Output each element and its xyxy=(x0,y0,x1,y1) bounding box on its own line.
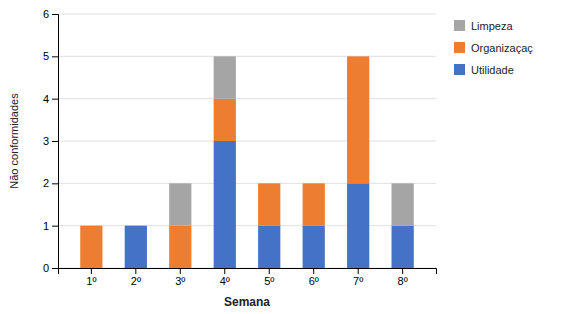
y-tick: 0 xyxy=(43,262,58,274)
bar-segment xyxy=(125,225,147,226)
series xyxy=(169,56,414,225)
x-tick-mark xyxy=(91,268,92,274)
chart: 1º 2º 3º 4º 5º 6º 7º 8º 0 1 2 3 4 5 6 Semana Não conform… xyxy=(0,0,561,314)
y-tick-label: 2 xyxy=(43,177,49,189)
x-tick-label: 8º xyxy=(398,275,408,287)
legend-swatch xyxy=(454,64,465,75)
x-tick-label: 4º xyxy=(220,275,230,287)
x-tick-mark xyxy=(224,268,225,274)
x-tick-mark xyxy=(180,268,181,274)
x-tick-label: 6º xyxy=(309,275,319,287)
x-tick-mark xyxy=(313,268,314,274)
y-tick-label: 6 xyxy=(43,8,49,20)
bar-segment xyxy=(258,183,280,225)
y-tick: 6 xyxy=(43,8,58,20)
y-tick-label: 5 xyxy=(43,50,49,62)
bar-segment xyxy=(303,183,325,225)
legend-item: Limpeza xyxy=(454,20,513,32)
x-tick: 7º xyxy=(353,268,363,287)
grid-line xyxy=(58,183,436,184)
y-tick: 2 xyxy=(43,177,58,189)
grid-line xyxy=(58,56,436,57)
y-tick: 4 xyxy=(43,93,58,105)
bar-segment xyxy=(125,225,147,226)
bar-segment xyxy=(169,183,191,225)
series xyxy=(80,56,369,268)
y-tick-label: 3 xyxy=(43,135,49,147)
y-tick: 5 xyxy=(43,50,58,62)
x-tick-label: 2º xyxy=(131,275,141,287)
bars xyxy=(80,56,414,268)
x-tick: 6º xyxy=(309,268,319,287)
bar-segment xyxy=(347,56,369,183)
bar-segment xyxy=(214,141,236,268)
x-tick: 2º xyxy=(131,268,141,287)
x-axis-line xyxy=(59,269,437,275)
x-tick: 3º xyxy=(175,268,185,287)
grid-line xyxy=(58,141,436,142)
bar-segment xyxy=(258,226,280,268)
y-tick: 3 xyxy=(43,135,58,147)
y-tick-mark xyxy=(52,99,58,100)
x-tick-label: 7º xyxy=(353,275,363,287)
bar-segment xyxy=(303,226,325,268)
x-tick-label: 5º xyxy=(264,275,274,287)
x-tick-label: 3º xyxy=(175,275,185,287)
grid-line xyxy=(58,225,436,226)
x-tick: 5º xyxy=(264,268,274,287)
y-tick-mark xyxy=(52,141,58,142)
y-tick-mark xyxy=(52,14,58,15)
grid-line xyxy=(58,14,436,15)
legend: Limpeza Organizaçaç Utilidade xyxy=(454,20,533,76)
legend-swatch xyxy=(454,20,465,31)
y-tick-mark xyxy=(52,56,58,57)
y-tick-label: 0 xyxy=(43,262,49,274)
bar-segment xyxy=(169,226,191,268)
x-tick-mark xyxy=(269,268,270,274)
grid xyxy=(58,14,436,268)
legend-item: Organizaçaç xyxy=(454,42,533,54)
y-tick-mark xyxy=(52,226,58,227)
x-tick: 1º xyxy=(86,268,96,287)
bar-segment xyxy=(125,226,147,268)
bar-segment xyxy=(303,183,325,184)
legend-label: Utilidade xyxy=(471,64,514,76)
bar-segment xyxy=(258,183,280,184)
bar-segment xyxy=(347,183,369,268)
y-tick-label: 1 xyxy=(43,220,49,232)
bar-segment xyxy=(347,56,369,57)
bar-segment xyxy=(80,225,102,226)
legend-label: Limpeza xyxy=(471,20,513,32)
y-tick: 1 xyxy=(43,220,58,232)
plot: 1º 2º 3º 4º 5º 6º 7º 8º 0 1 2 3 4 5 6 Semana Não conform… xyxy=(8,8,437,309)
legend-label: Organizaçaç xyxy=(471,42,533,54)
x-tick-mark xyxy=(358,268,359,274)
series xyxy=(125,141,414,268)
x-tick-mark xyxy=(402,268,403,274)
y-tick-mark xyxy=(52,183,58,184)
y-axis: 0 1 2 3 4 5 6 xyxy=(43,8,59,274)
grid-line xyxy=(58,98,436,99)
bar-segment xyxy=(392,183,414,225)
y-tick-label: 4 xyxy=(43,93,49,105)
y-axis-line xyxy=(52,15,59,269)
legend-item: Utilidade xyxy=(454,64,514,76)
x-axis: 1º 2º 3º 4º 5º 6º 7º 8º xyxy=(59,268,437,287)
x-tick-label: 1º xyxy=(86,275,96,287)
x-tick: 8º xyxy=(398,268,408,287)
x-axis-title: Semana xyxy=(224,295,270,309)
y-tick-mark xyxy=(52,268,58,269)
bar-segment xyxy=(392,226,414,268)
x-tick: 4º xyxy=(220,268,230,287)
x-tick-mark xyxy=(135,268,136,274)
legend-swatch xyxy=(454,42,465,53)
y-axis-title: Não conformidades xyxy=(8,93,20,189)
bar-segment xyxy=(214,56,236,98)
bar-segment xyxy=(80,226,102,268)
bar-segment xyxy=(214,99,236,141)
